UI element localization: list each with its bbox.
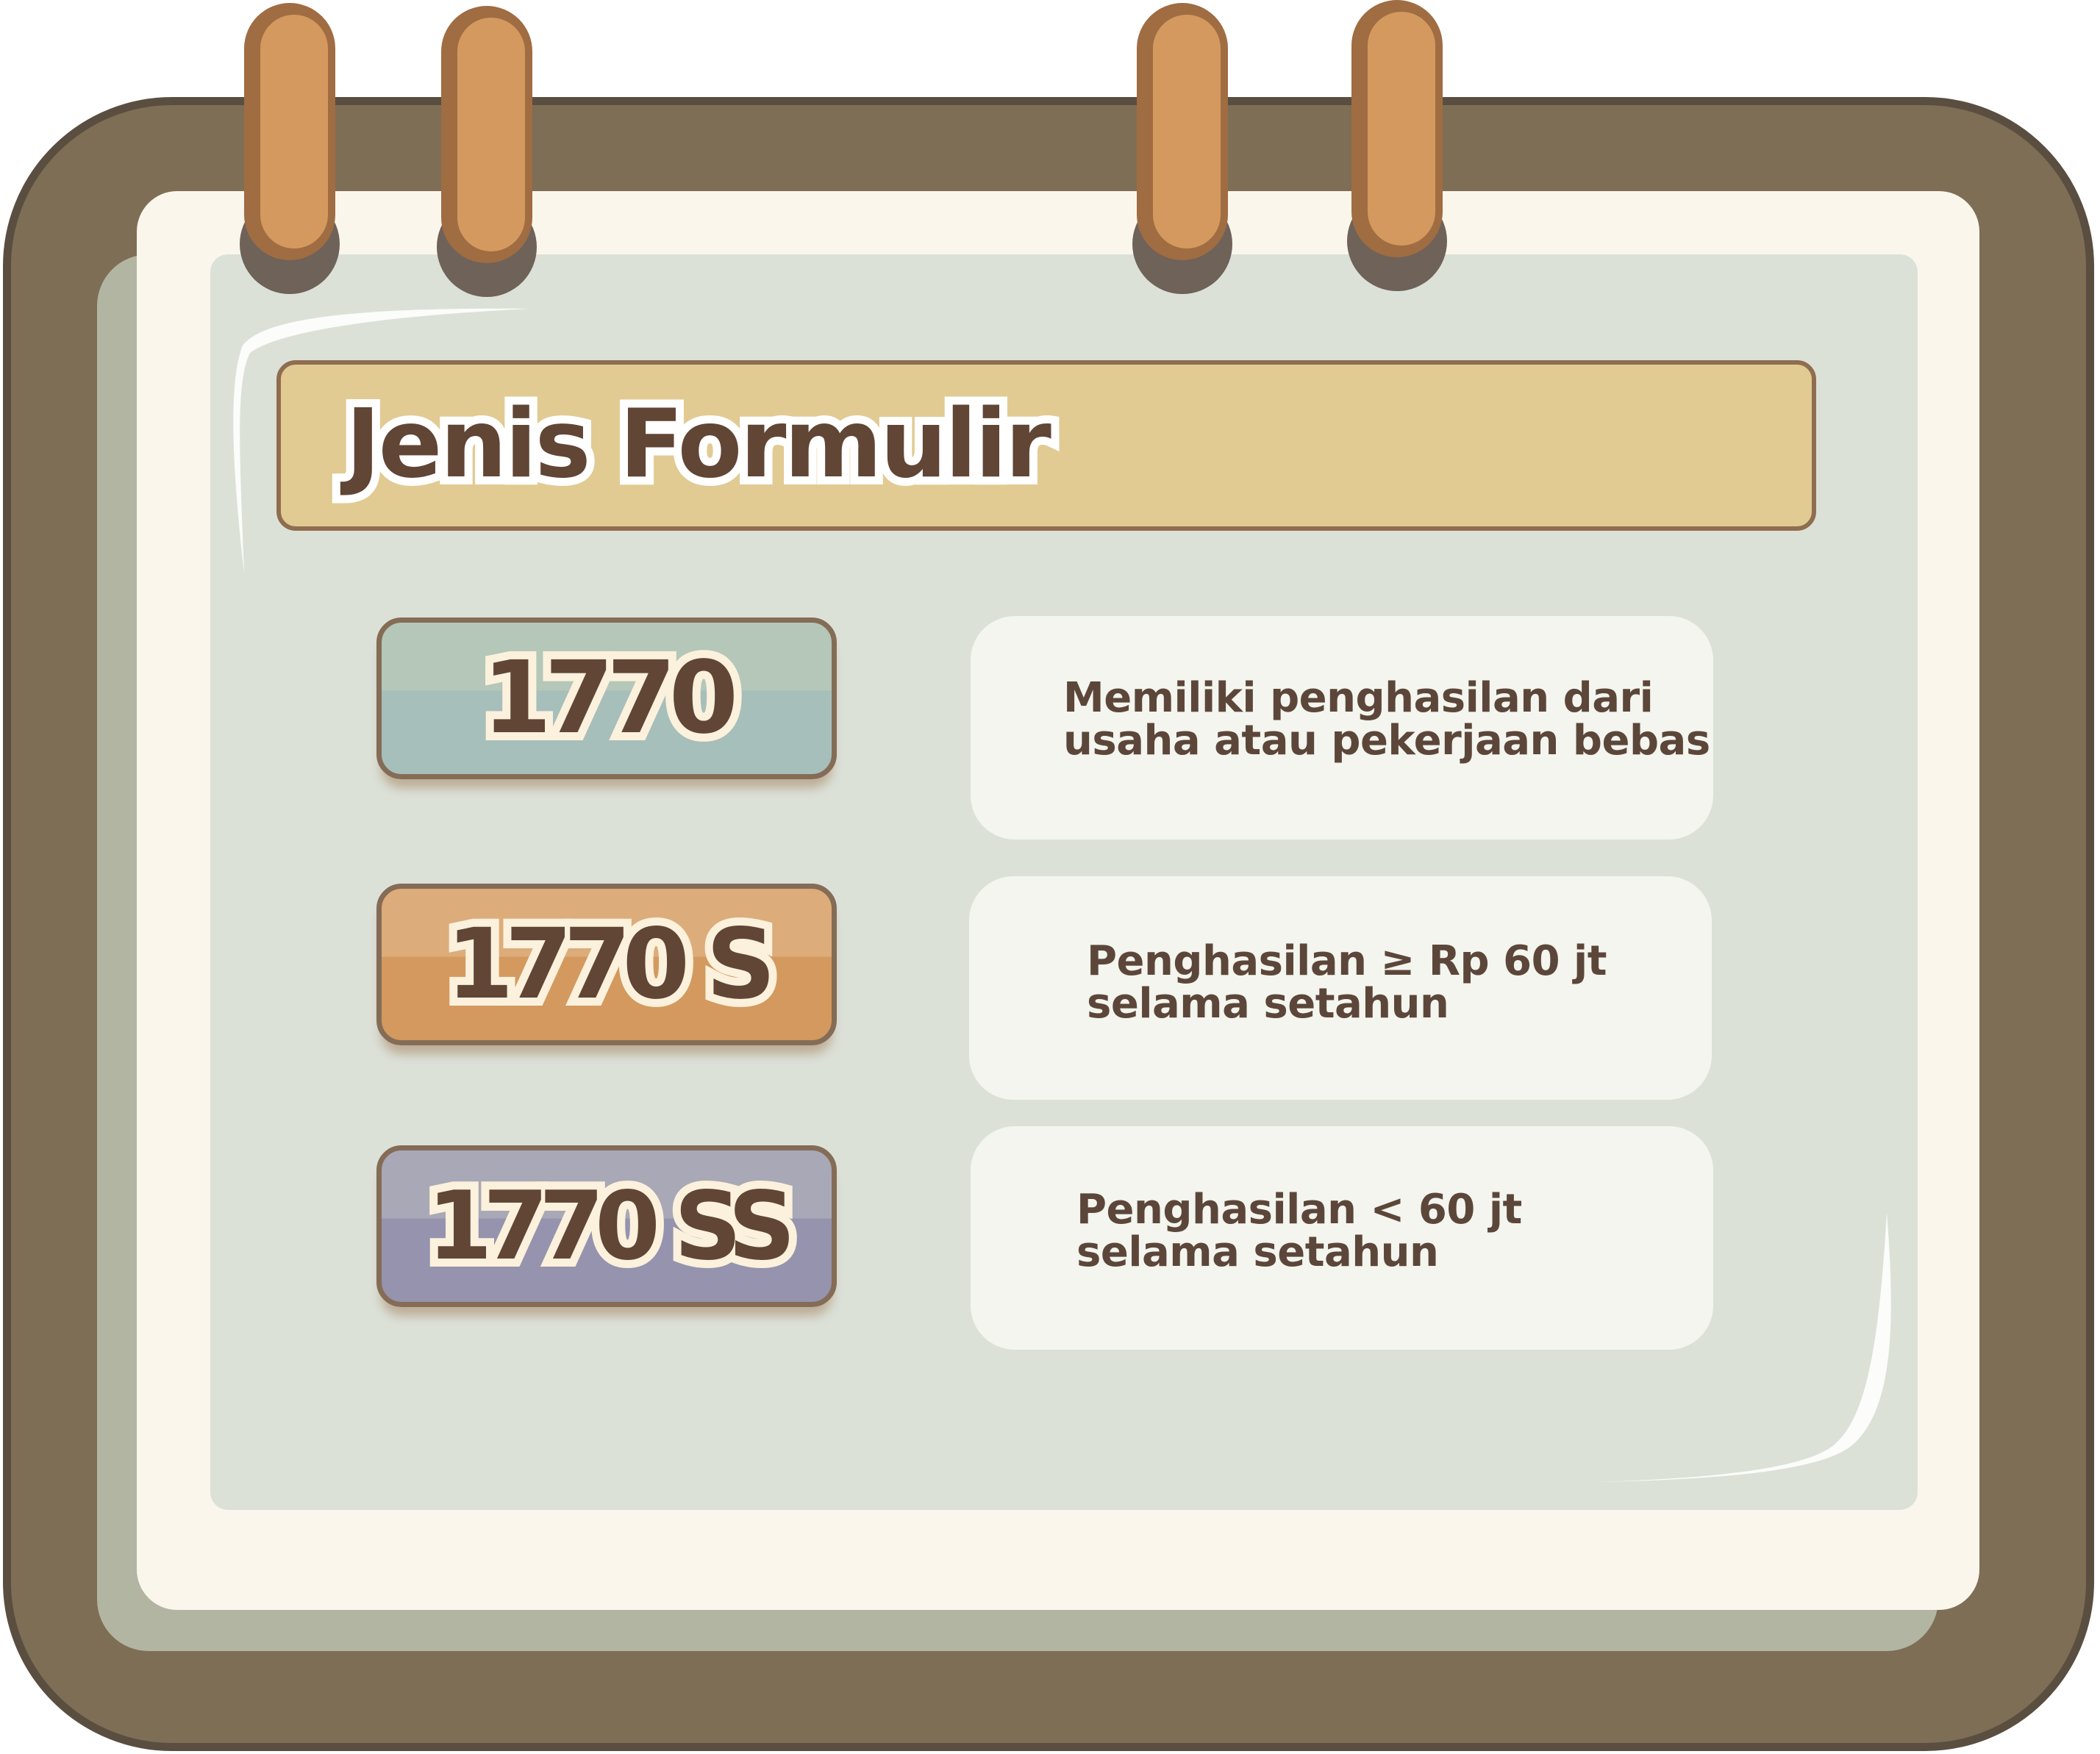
form-code: 1770 S — [438, 900, 784, 1029]
description-line: Memiliki penghasilan dari — [1063, 674, 1654, 722]
form-code: 1770 — [474, 632, 746, 765]
description-line: selama setahun — [1087, 980, 1449, 1028]
description-line: selama setahun — [1076, 1228, 1439, 1276]
form-description-card: Memiliki penghasilan dari usaha atau pek… — [971, 616, 1713, 840]
ring-bar — [1137, 3, 1228, 260]
ring-bar — [244, 3, 335, 260]
page-title: Jenis Formulir — [338, 382, 1060, 507]
title-banner — [276, 360, 1816, 531]
ring-bar — [441, 6, 532, 263]
description-line: Penghasilan < 60 jt — [1076, 1186, 1522, 1234]
description-line: usaha atau pekerjaan bebas — [1063, 717, 1710, 765]
form-description-card: Penghasilan < 60 jt selama setahun — [971, 1126, 1713, 1350]
form-badge-1770: 1770 — [376, 618, 837, 779]
description-line: Penghasilan ≥ Rp 60 jt — [1087, 937, 1607, 985]
form-badge-1770ss: 1770 SS — [376, 1145, 837, 1307]
form-description-card: Penghasilan ≥ Rp 60 jt selama setahun — [969, 876, 1712, 1100]
ring-bar — [1351, 0, 1443, 257]
form-badge-1770s: 1770 S — [376, 884, 837, 1045]
form-code: 1770 SS — [419, 1164, 804, 1289]
